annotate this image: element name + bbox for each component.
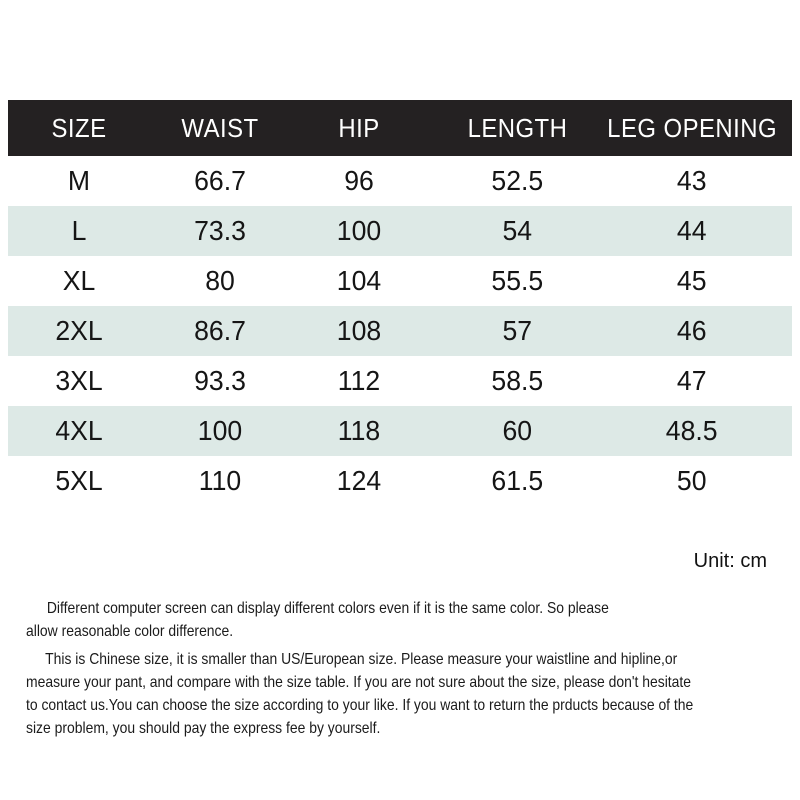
length-cell: 61.5 bbox=[491, 465, 544, 496]
column-header-waist: WAIST bbox=[181, 112, 259, 143]
length-cell: 57 bbox=[502, 315, 533, 346]
waist-cell: 110 bbox=[198, 465, 242, 496]
size-cell: M bbox=[67, 165, 91, 196]
hip-cell: 100 bbox=[336, 215, 382, 246]
note-line: to contact us.You can choose the size ac… bbox=[26, 697, 694, 714]
column-header-leg-opening: LEG OPENING bbox=[607, 112, 778, 143]
leg-opening-cell: 47 bbox=[676, 365, 707, 396]
table-row-m: M 66.7 96 52.5 43 bbox=[8, 156, 792, 206]
table-header-row: SIZE WAIST HIP LENGTH LEG OPENING bbox=[8, 100, 792, 156]
hip-cell: 112 bbox=[337, 365, 381, 396]
length-cell: 52.5 bbox=[491, 165, 544, 196]
leg-opening-cell: 46 bbox=[676, 315, 707, 346]
note-line: Different computer screen can display di… bbox=[46, 600, 609, 617]
table-row-5xl: 5XL 110 124 61.5 50 bbox=[8, 456, 792, 506]
length-cell: 58.5 bbox=[491, 365, 544, 396]
size-cell: 4XL bbox=[55, 415, 103, 446]
waist-cell: 93.3 bbox=[194, 365, 246, 396]
size-cell: XL bbox=[62, 265, 96, 296]
waist-cell: 80 bbox=[205, 265, 235, 296]
table-row-2xl: 2XL 86.7 108 57 46 bbox=[8, 306, 792, 356]
leg-opening-cell: 48.5 bbox=[665, 415, 718, 446]
waist-cell: 66.7 bbox=[194, 165, 246, 196]
hip-cell: 118 bbox=[337, 415, 381, 446]
note-line: This is Chinese size, it is smaller than… bbox=[45, 651, 678, 668]
table-row-l: L 73.3 100 54 44 bbox=[8, 206, 792, 256]
length-cell: 54 bbox=[502, 215, 533, 246]
size-cell: 3XL bbox=[55, 365, 103, 396]
hip-cell: 104 bbox=[336, 265, 382, 296]
hip-cell: 96 bbox=[344, 165, 374, 196]
table-row-3xl: 3XL 93.3 112 58.5 47 bbox=[8, 356, 792, 406]
unit-label: Unit: cm bbox=[693, 550, 767, 572]
size-table: SIZE WAIST HIP LENGTH LEG OPENING M 66.7… bbox=[8, 100, 792, 506]
hip-cell: 124 bbox=[336, 465, 382, 496]
note-line: size problem, you should pay the express… bbox=[26, 720, 381, 737]
note-line: allow reasonable color difference. bbox=[26, 623, 234, 640]
leg-opening-cell: 50 bbox=[676, 465, 707, 496]
table-row-xl: XL 80 104 55.5 45 bbox=[8, 256, 792, 306]
size-cell: 5XL bbox=[55, 465, 103, 496]
length-cell: 55.5 bbox=[491, 265, 544, 296]
leg-opening-cell: 44 bbox=[676, 215, 707, 246]
disclaimer-notes: Different computer screen can display di… bbox=[26, 597, 774, 740]
column-header-size: SIZE bbox=[51, 112, 107, 143]
length-cell: 60 bbox=[502, 415, 533, 446]
size-cell: L bbox=[71, 215, 87, 246]
size-disclaimer-paragraph: This is Chinese size, it is smaller than… bbox=[26, 648, 774, 740]
hip-cell: 108 bbox=[336, 315, 382, 346]
waist-cell: 100 bbox=[197, 415, 243, 446]
table-row-4xl: 4XL 100 118 60 48.5 bbox=[8, 406, 792, 456]
column-header-length: LENGTH bbox=[467, 112, 568, 143]
waist-cell: 73.3 bbox=[194, 215, 246, 246]
leg-opening-cell: 43 bbox=[676, 165, 707, 196]
note-line: measure your pant, and compare with the … bbox=[26, 674, 692, 691]
leg-opening-cell: 45 bbox=[676, 265, 707, 296]
size-cell: 2XL bbox=[55, 315, 103, 346]
waist-cell: 86.7 bbox=[194, 315, 246, 346]
column-header-hip: HIP bbox=[338, 112, 380, 143]
color-disclaimer-paragraph: Different computer screen can display di… bbox=[26, 597, 774, 643]
